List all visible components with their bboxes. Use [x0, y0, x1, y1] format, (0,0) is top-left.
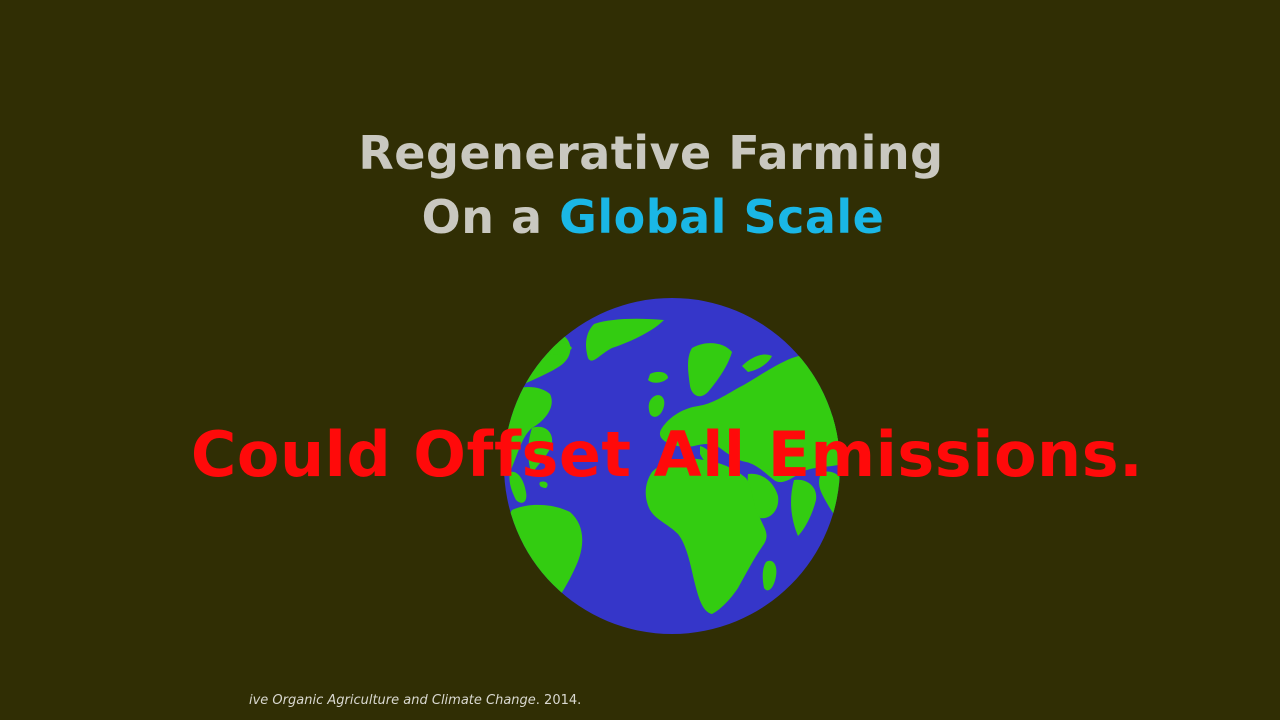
title-line-2: On a Global Scale: [0, 190, 1280, 244]
overlay-statement: Could Offset All Emissions.: [190, 418, 1144, 491]
citation-year: . 2014.: [535, 693, 582, 708]
title-line-2-prefix: On a: [421, 190, 560, 244]
earth-globe-icon: [504, 298, 840, 634]
citation: ive Organic Agriculture and Climate Chan…: [249, 693, 581, 708]
title-accent: Global Scale: [559, 190, 885, 244]
citation-title: ive Organic Agriculture and Climate Chan…: [249, 693, 536, 708]
title-line-1: Regenerative Farming: [358, 126, 944, 180]
continents: [504, 318, 840, 616]
